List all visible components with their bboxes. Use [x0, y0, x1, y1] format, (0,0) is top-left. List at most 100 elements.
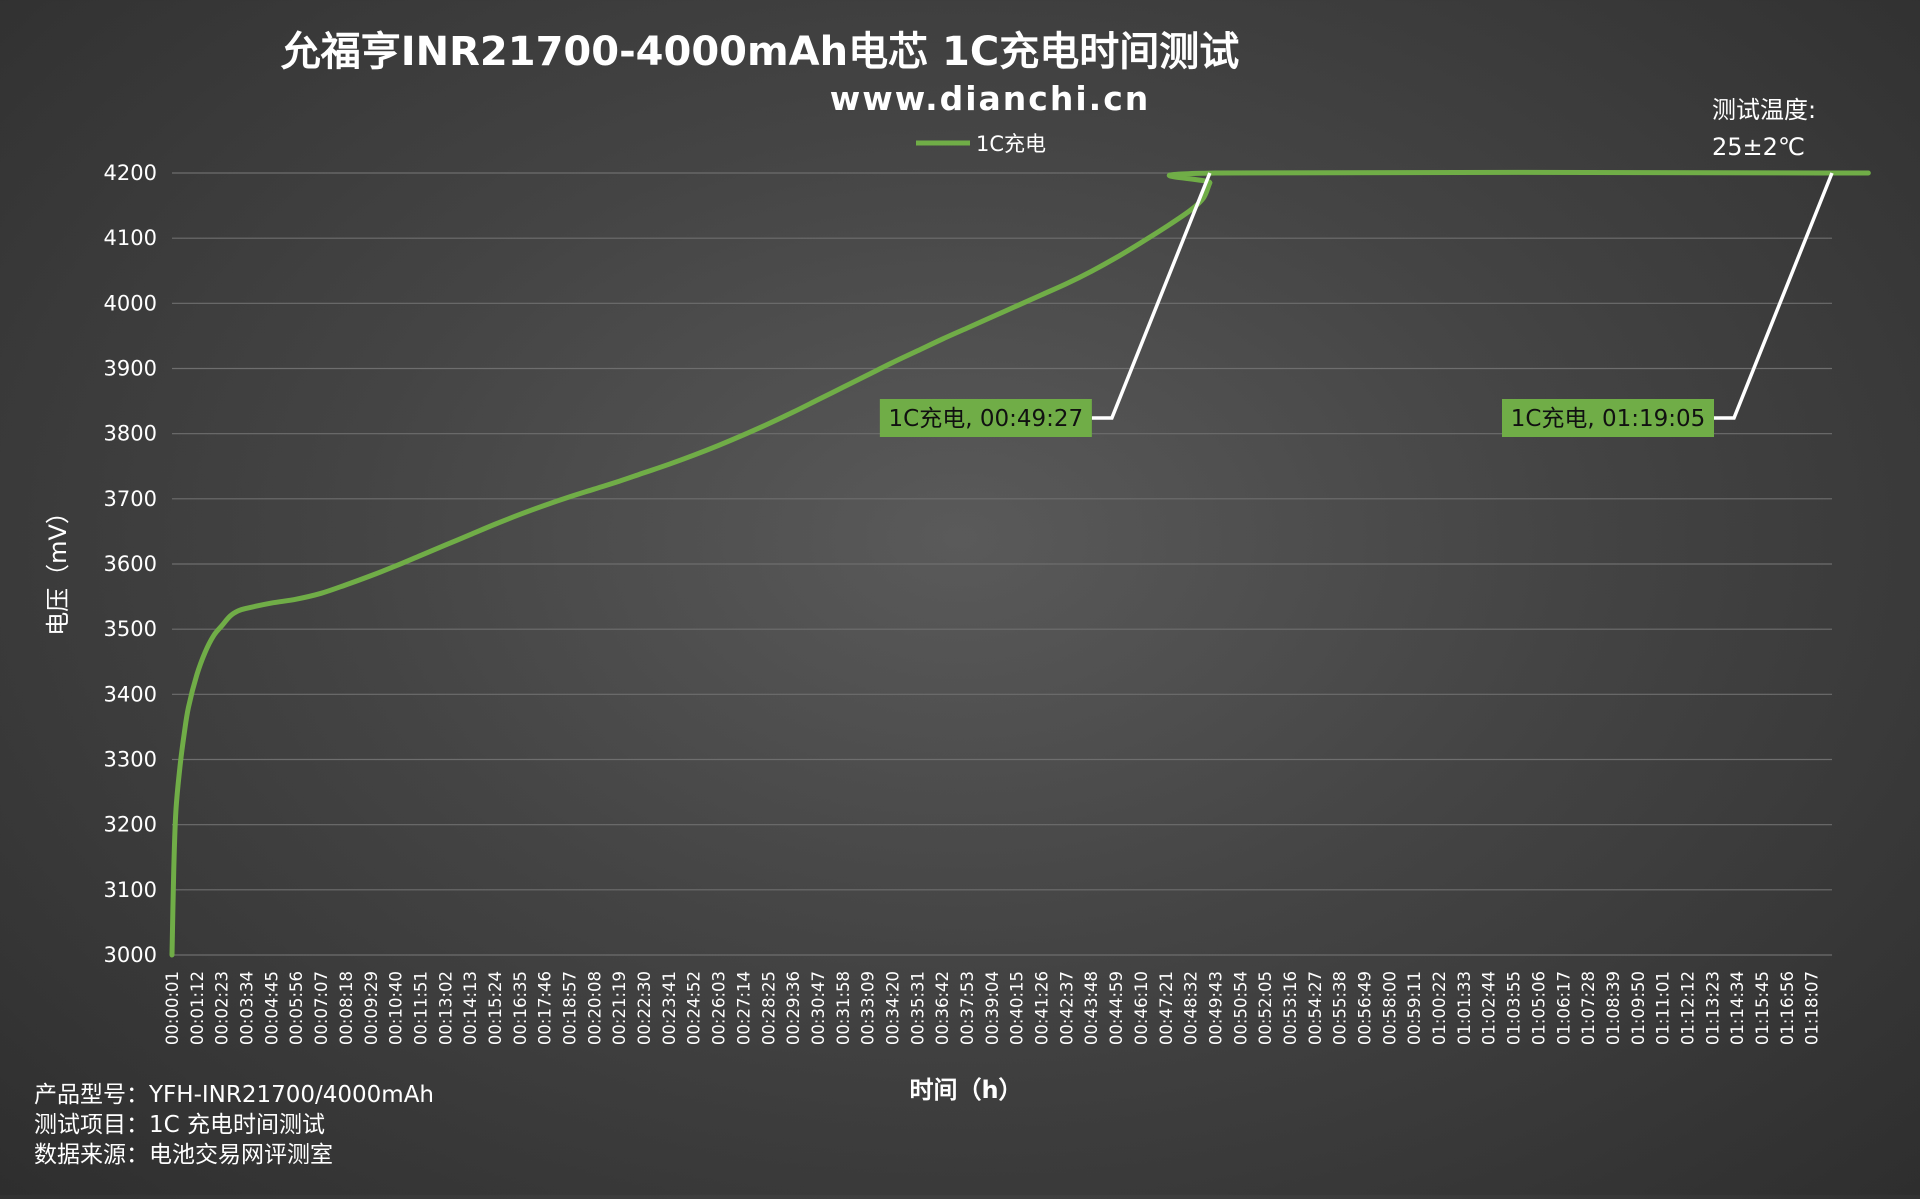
- y-tick-label: 3100: [104, 878, 157, 902]
- x-tick-label: 00:27:14: [734, 971, 753, 1045]
- x-tick-label: 01:01:33: [1455, 971, 1474, 1045]
- x-tick-label: 01:11:01: [1654, 971, 1673, 1045]
- gridlines: [172, 173, 1832, 955]
- x-tick-label: 00:07:07: [312, 971, 331, 1045]
- x-tick-label: 00:22:30: [635, 971, 654, 1045]
- legend-label: 1C充电: [976, 132, 1046, 156]
- annotation-label: 1C充电, 00:49:27: [889, 406, 1084, 432]
- info-data-source: 数据来源：电池交易网评测室: [34, 1142, 333, 1168]
- x-axis-label: 时间（h）: [909, 1076, 1022, 1104]
- x-tick-label: 00:01:12: [188, 971, 207, 1045]
- y-tick-label: 3500: [104, 617, 157, 641]
- x-tick-label: 01:15:45: [1753, 971, 1772, 1045]
- x-tick-label: 00:13:02: [436, 971, 455, 1045]
- x-tick-label: 00:44:59: [1107, 971, 1126, 1045]
- x-tick-label: 00:54:27: [1306, 971, 1325, 1045]
- x-tick-label: 00:48:32: [1182, 971, 1201, 1045]
- chart-subtitle: www.dianchi.cn: [830, 79, 1151, 118]
- x-tick-label: 00:20:08: [585, 971, 604, 1045]
- x-tick-label: 01:07:28: [1579, 971, 1598, 1045]
- x-tick-label: 00:56:49: [1356, 971, 1375, 1045]
- x-tick-label: 01:18:07: [1803, 971, 1822, 1045]
- x-tick-label: 00:42:37: [1057, 971, 1076, 1045]
- temperature-note-value: 25±2℃: [1712, 133, 1805, 161]
- x-tick-label: 00:41:26: [1033, 971, 1052, 1045]
- x-tick-label: 00:30:47: [809, 971, 828, 1045]
- temperature-note: 测试温度: 25±2℃: [1712, 96, 1816, 161]
- y-tick-label: 4100: [104, 226, 157, 250]
- x-tick-label: 00:46:10: [1132, 971, 1151, 1045]
- x-tick-label: 00:04:45: [262, 971, 281, 1045]
- y-tick-label: 3400: [104, 682, 157, 706]
- x-tick-label: 00:28:25: [759, 971, 778, 1045]
- annotation-label: 1C充电, 01:19:05: [1511, 406, 1706, 432]
- x-tick-label: 01:14:34: [1728, 971, 1747, 1045]
- y-tick-label: 4000: [104, 291, 157, 315]
- x-tick-label: 00:33:09: [859, 971, 878, 1045]
- info-product-model: 产品型号：YFH-INR21700/4000mAh: [34, 1082, 434, 1108]
- x-tick-label: 00:26:03: [710, 971, 729, 1045]
- x-tick-label: 00:08:18: [337, 971, 356, 1045]
- y-tick-label: 3800: [104, 422, 157, 446]
- x-tick-label: 00:43:48: [1082, 971, 1101, 1045]
- x-tick-label: 00:53:16: [1281, 971, 1300, 1045]
- temperature-note-label: 测试温度:: [1712, 96, 1816, 124]
- x-tick-label: 01:05:06: [1529, 971, 1548, 1045]
- x-tick-label: 00:50:54: [1231, 971, 1250, 1045]
- y-tick-label: 4200: [104, 161, 157, 185]
- x-tick-label: 00:29:36: [784, 971, 803, 1045]
- x-tick-label: 00:23:41: [660, 971, 679, 1045]
- x-tick-label: 00:16:35: [511, 971, 530, 1045]
- y-tick-label: 3600: [104, 552, 157, 576]
- x-tick-label: 00:05:56: [287, 971, 306, 1045]
- x-tick-label: 01:02:44: [1480, 971, 1499, 1045]
- x-tick-label: 01:03:55: [1505, 971, 1524, 1045]
- x-tick-label: 00:15:24: [486, 971, 505, 1045]
- x-tick-label: 00:24:52: [685, 971, 704, 1045]
- x-tick-label: 00:03:34: [238, 971, 257, 1045]
- info-test-item: 测试项目：1C 充电时间测试: [34, 1112, 325, 1138]
- x-tick-label: 00:00:01: [163, 971, 182, 1045]
- x-tick-label: 00:49:43: [1206, 971, 1225, 1045]
- x-tick-label: 00:18:57: [561, 971, 580, 1045]
- y-tick-label: 3900: [104, 357, 157, 381]
- x-tick-label: 00:11:51: [411, 971, 430, 1045]
- x-tick-label: 00:55:38: [1331, 971, 1350, 1045]
- x-tick-label: 00:09:29: [362, 971, 381, 1045]
- x-tick-label: 01:09:50: [1629, 971, 1648, 1045]
- info-block: 产品型号：YFH-INR21700/4000mAh 测试项目：1C 充电时间测试…: [34, 1082, 434, 1168]
- y-tick-label: 3700: [104, 487, 157, 511]
- y-tick-label: 3300: [104, 748, 157, 772]
- x-tick-label: 00:36:42: [933, 971, 952, 1045]
- x-tick-label: 00:17:46: [536, 971, 555, 1045]
- x-tick-label: 01:00:22: [1430, 971, 1449, 1045]
- x-tick-label: 00:34:20: [883, 971, 902, 1045]
- x-tick-label: 00:10:40: [387, 971, 406, 1045]
- x-tick-label: 00:58:00: [1380, 971, 1399, 1045]
- x-tick-label: 00:47:21: [1157, 971, 1176, 1045]
- x-tick-label: 01:08:39: [1604, 971, 1623, 1045]
- x-tick-label: 01:13:23: [1703, 971, 1722, 1045]
- x-tick-label: 00:39:04: [983, 971, 1002, 1045]
- x-tick-label: 00:02:23: [213, 971, 232, 1045]
- x-tick-label: 00:21:19: [610, 971, 629, 1045]
- x-tick-label: 00:52:05: [1256, 971, 1275, 1045]
- x-tick-label: 00:37:53: [958, 971, 977, 1045]
- x-tick-label: 00:14:13: [461, 971, 480, 1045]
- y-tick-label: 3200: [104, 813, 157, 837]
- x-tick-label: 01:12:12: [1678, 971, 1697, 1045]
- x-tick-label: 00:40:15: [1008, 971, 1027, 1045]
- annotation-leader-line: [1714, 173, 1832, 418]
- x-tick-label: 01:16:56: [1778, 971, 1797, 1045]
- y-tick-label: 3000: [104, 943, 157, 967]
- x-tick-label: 00:59:11: [1405, 971, 1424, 1045]
- x-tick-label: 00:35:31: [908, 971, 927, 1045]
- x-axis-ticks: 00:00:01 00:01:12 00:02:23 00:03:34 00:04:45…: [163, 971, 1822, 1045]
- x-tick-label: 01:06:17: [1554, 971, 1573, 1045]
- y-axis-label: 电压（mV）: [44, 500, 72, 636]
- legend: 1C充电: [916, 132, 1046, 156]
- y-axis-ticks: 3000 3100 3200 3300 3400 3500 3600 3700 3800 3900…: [104, 161, 157, 967]
- x-tick-label: 00:31:58: [834, 971, 853, 1045]
